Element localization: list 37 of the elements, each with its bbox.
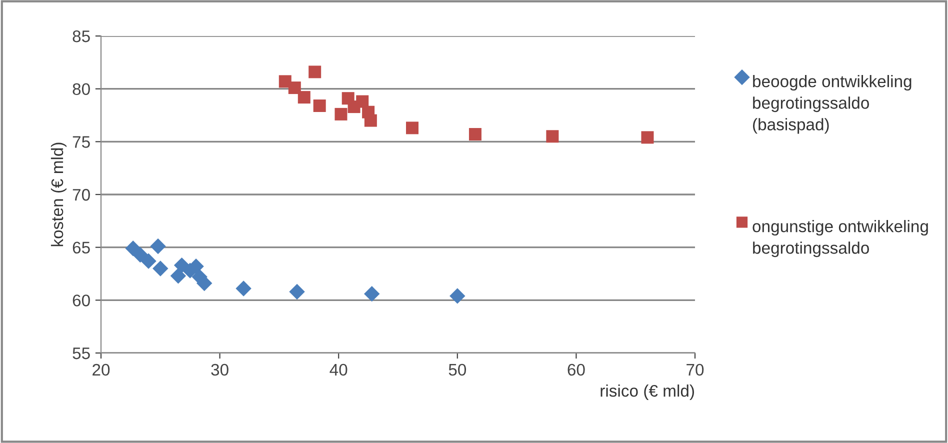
- point: [150, 238, 166, 254]
- point: [236, 280, 252, 296]
- x-tick-label: 60: [568, 364, 585, 376]
- point: [364, 286, 380, 302]
- point: [364, 114, 377, 127]
- x-tick-label: 70: [686, 364, 704, 376]
- y-tick-label: 55: [72, 348, 90, 360]
- y-tick-label: 65: [72, 242, 90, 254]
- y-tick-label: 85: [72, 30, 90, 42]
- point: [450, 288, 466, 304]
- point: [308, 66, 322, 78]
- point: [313, 99, 326, 112]
- point: [288, 82, 301, 94]
- x-axis-title: risico (€ mld): [600, 384, 694, 400]
- point: [641, 131, 654, 144]
- point: [132, 246, 148, 263]
- x-tick-label: 30: [211, 364, 228, 376]
- point: [289, 284, 305, 300]
- x-tick-label: 40: [330, 364, 348, 376]
- point: [140, 253, 156, 269]
- point: [298, 91, 310, 104]
- point: [356, 95, 369, 108]
- point: [546, 130, 559, 143]
- point: [468, 128, 482, 141]
- y-axis-title: kosten (€ mld): [50, 142, 66, 246]
- y-tick-label: 70: [72, 188, 90, 201]
- y-tick-label: 60: [72, 294, 90, 306]
- y-tick-label: 80: [72, 83, 90, 96]
- point: [152, 260, 168, 276]
- x-tick-label: 20: [92, 364, 110, 376]
- point: [406, 122, 419, 134]
- y-tick-label: 75: [72, 136, 90, 148]
- x-tick-label: 50: [448, 364, 466, 376]
- point: [170, 268, 186, 284]
- legend-label: ongunstige ontwikkeling begrotingssaldo: [752, 220, 928, 258]
- legend-label: beoogde ontwikkeling begrotingssaldo (basispad): [753, 75, 912, 134]
- point: [334, 108, 348, 120]
